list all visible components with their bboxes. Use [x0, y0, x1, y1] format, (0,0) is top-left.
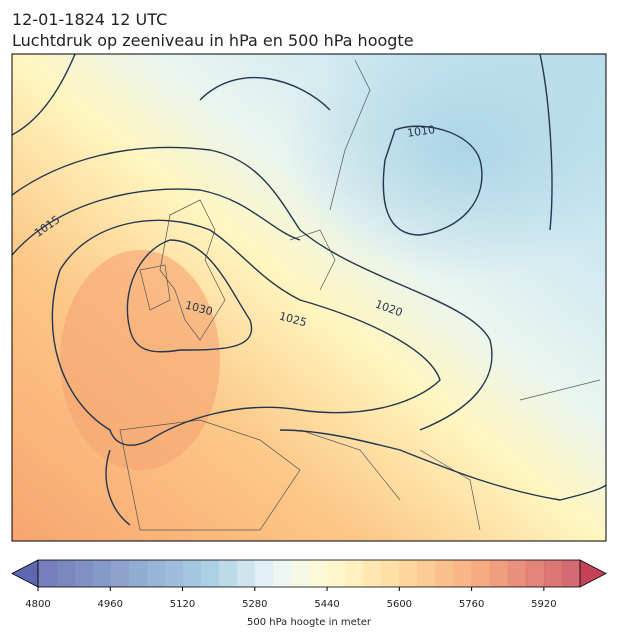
colorbar-segment — [110, 560, 129, 587]
colorbar-tick-label: 5920 — [531, 599, 556, 610]
isobar — [12, 146, 493, 431]
colorbar-segment — [471, 560, 491, 587]
high-area — [60, 250, 220, 470]
colorbar-segment — [525, 560, 545, 587]
colorbar-segment — [200, 560, 220, 587]
map-frame — [11, 53, 607, 542]
map: 1010 1015 1020 1025 1030 — [12, 54, 606, 541]
colorbar-tick-label: 4800 — [25, 599, 50, 610]
isobar — [105, 429, 606, 526]
colorbar-segment — [146, 560, 165, 587]
colorbar-segment — [561, 560, 581, 587]
colorbar-segment — [128, 560, 147, 587]
colorbar-segment — [74, 560, 93, 587]
colorbar-tick-label: 5760 — [459, 599, 484, 610]
isobar — [382, 125, 483, 236]
colorbar-extend-high — [579, 559, 607, 588]
colorbar-segment — [38, 560, 57, 587]
title-line1: 12-01-1824 12 UTC — [12, 10, 167, 29]
colorbar-segment — [327, 560, 346, 587]
contour-label: 1010 — [406, 123, 436, 140]
title-line2: Luchtdruk op zeeniveau in hPa en 500 hPa… — [12, 31, 414, 50]
colorbar-segment — [363, 560, 382, 587]
colorbar-segment — [272, 560, 292, 587]
colorbar-segment — [164, 560, 184, 587]
colorbar-segment — [489, 560, 509, 587]
isobar — [539, 54, 553, 231]
isobar — [51, 219, 441, 446]
colorbar-segment — [236, 560, 256, 587]
colorbar-segment — [290, 560, 310, 587]
colorbar-tick-label: 5120 — [170, 599, 195, 610]
colorbar-label: 500 hPa hoogte in meter — [247, 617, 372, 628]
isobar — [12, 54, 331, 136]
colorbar-extend-low — [11, 559, 39, 588]
colorbar-segment — [182, 560, 202, 587]
colorbar-segment — [309, 560, 328, 587]
colorbar-segment — [381, 560, 400, 587]
coastline — [119, 59, 601, 531]
colorbar-segment — [254, 560, 274, 587]
colorbar-tick-label: 4960 — [98, 599, 123, 610]
colorbar-tick-label: 5280 — [242, 599, 267, 610]
colorbar-tick-label: 5440 — [314, 599, 339, 610]
colorbar: 4800 4960 5120 5280 5440 5600 5760 5920 — [11, 559, 607, 610]
colorbar-segment — [435, 560, 455, 587]
colorbar-segment — [92, 560, 111, 587]
colorbar-segment — [543, 560, 563, 587]
colorbar-frame — [37, 559, 581, 588]
colorbar-segment — [56, 560, 75, 587]
colorbar-segment — [399, 560, 418, 587]
colorbar-segment — [417, 560, 436, 587]
isobar — [126, 239, 253, 353]
isobar — [12, 188, 301, 256]
colorbar-segment — [507, 560, 527, 587]
colorbar-segment — [218, 560, 238, 587]
colorbar-tick-label: 5600 — [387, 599, 412, 610]
colorbar-segment — [453, 560, 473, 587]
colorbar-segment — [345, 560, 364, 587]
